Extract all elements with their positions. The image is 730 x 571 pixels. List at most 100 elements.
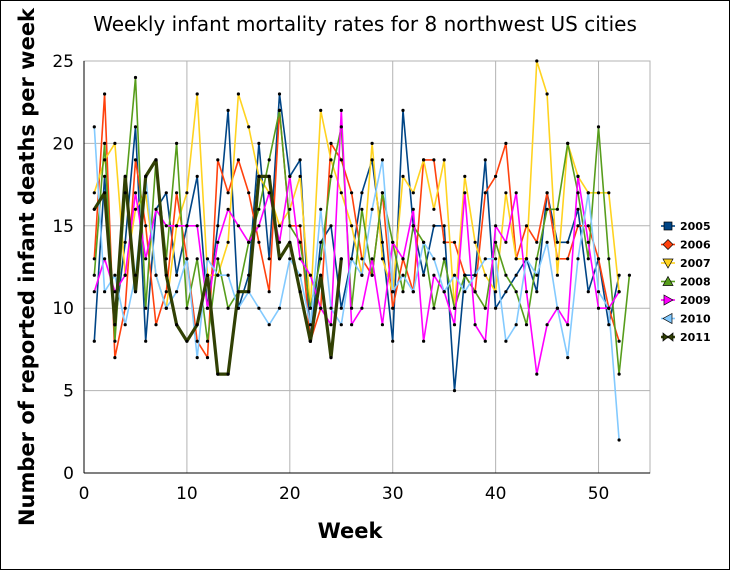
legend-label-2005: 2005 <box>680 220 711 233</box>
data-point-2007 <box>401 174 405 178</box>
data-point-2007 <box>319 108 323 112</box>
data-point-2010 <box>452 273 457 277</box>
data-point-2005 <box>247 273 251 277</box>
data-point-2008 <box>576 191 580 195</box>
data-point-2005 <box>216 224 220 228</box>
data-point-2008 <box>308 306 312 310</box>
data-point-2008 <box>617 372 621 376</box>
data-point-2005 <box>92 339 96 343</box>
data-point-2010 <box>411 290 415 294</box>
data-point-2009 <box>103 257 107 261</box>
data-point-2010 <box>205 257 210 261</box>
data-point-2006 <box>329 141 333 145</box>
data-point-2005 <box>514 273 518 277</box>
data-point-2006 <box>545 191 549 195</box>
data-point-2010 <box>350 257 354 261</box>
data-point-2007 <box>514 257 518 261</box>
data-point-2005 <box>175 273 179 277</box>
data-point-2010 <box>586 191 590 195</box>
data-point-2007 <box>596 191 601 195</box>
x-tick-label: 0 <box>79 484 90 504</box>
data-point-2009 <box>277 240 282 244</box>
data-point-2005 <box>617 273 621 277</box>
y-axis-label: Number of reported infant deaths per wee… <box>15 7 39 526</box>
data-point-2006 <box>236 158 240 162</box>
legend-label-2011: 2011 <box>680 331 711 344</box>
data-point-2007 <box>113 141 117 145</box>
data-point-2010 <box>483 257 487 261</box>
data-point-2009 <box>514 191 518 195</box>
data-point-2007 <box>277 224 282 228</box>
x-tick-label: 40 <box>485 484 507 504</box>
data-point-2007 <box>535 59 539 63</box>
data-point-2006 <box>350 191 354 195</box>
data-point-2008 <box>586 257 590 261</box>
tick-labels: 0 5 10 15 20 25 0 10 20 30 40 50 <box>52 52 609 504</box>
data-point-2007 <box>92 191 96 195</box>
data-point-2007 <box>607 191 611 195</box>
data-point-2010 <box>133 273 138 277</box>
data-point-2010 <box>103 290 107 294</box>
data-point-2008 <box>113 339 117 343</box>
data-point-2010 <box>185 257 189 261</box>
data-point-2005 <box>555 240 560 244</box>
data-point-2009 <box>319 306 323 310</box>
data-point-2009 <box>247 240 251 244</box>
data-point-2006 <box>586 224 590 228</box>
data-point-2006 <box>205 356 210 360</box>
series-layer <box>92 59 632 442</box>
data-point-2005 <box>339 306 343 310</box>
data-point-2005 <box>494 306 498 310</box>
data-point-2006 <box>247 191 251 195</box>
data-point-2009 <box>483 339 487 343</box>
data-point-2005 <box>329 224 333 228</box>
data-point-2006 <box>103 92 107 96</box>
data-point-2005 <box>257 141 261 145</box>
data-point-2010 <box>555 306 560 310</box>
data-point-2006 <box>226 191 230 195</box>
x-axis-label: Week <box>318 519 384 543</box>
data-point-2011 <box>154 158 158 162</box>
data-point-2005 <box>401 108 405 112</box>
legend: 2005 2006 2007 2008 2009 2010 2011 <box>661 220 711 344</box>
data-point-2010 <box>288 257 292 261</box>
data-point-2011 <box>319 273 323 277</box>
data-point-2010 <box>195 356 199 360</box>
data-point-2010 <box>123 323 127 327</box>
data-point-2010 <box>164 306 168 310</box>
data-point-2008 <box>267 158 271 162</box>
data-point-2009 <box>257 224 261 228</box>
data-point-2008 <box>463 273 467 277</box>
y-tick-label: 0 <box>63 464 74 484</box>
data-point-2011 <box>103 191 107 195</box>
data-point-2010 <box>514 323 518 327</box>
data-point-2011 <box>144 174 148 178</box>
data-point-2006 <box>92 257 96 261</box>
data-point-2007 <box>504 191 508 195</box>
data-point-2005 <box>164 191 168 195</box>
data-point-2006 <box>391 306 395 310</box>
data-point-2008 <box>164 257 168 261</box>
data-point-2008 <box>360 207 364 211</box>
data-point-2008 <box>123 191 127 195</box>
data-point-2007 <box>195 92 199 96</box>
data-point-2006 <box>195 339 199 343</box>
data-point-2007 <box>473 240 477 244</box>
data-point-2009 <box>360 306 364 310</box>
data-point-2009 <box>422 339 426 343</box>
data-point-2008 <box>216 257 220 261</box>
data-point-2010 <box>92 125 96 129</box>
data-point-2008 <box>175 141 179 145</box>
data-point-2006 <box>524 224 529 228</box>
x-tick-label: 30 <box>382 484 404 504</box>
data-point-2006 <box>267 290 271 294</box>
data-point-2005 <box>607 323 611 327</box>
data-point-2008 <box>339 125 343 129</box>
data-point-2006 <box>298 224 302 228</box>
data-point-2011 <box>257 174 261 178</box>
data-point-2011 <box>164 273 168 277</box>
data-point-2005 <box>432 224 436 228</box>
data-point-2010 <box>257 306 261 310</box>
data-point-2009 <box>432 273 436 277</box>
data-point-2005 <box>267 257 271 261</box>
